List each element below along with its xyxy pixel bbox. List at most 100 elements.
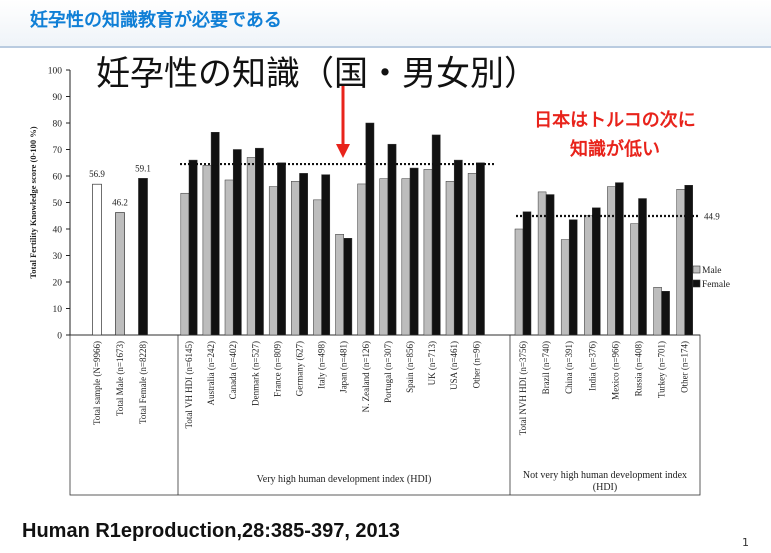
y-tick-label: 100 xyxy=(48,67,63,77)
category-label: Turkey (n=701) xyxy=(657,341,667,398)
bar-male xyxy=(246,157,256,336)
y-tick-label: 90 xyxy=(53,93,63,103)
category-label: Germany (627) xyxy=(295,341,305,396)
total-bar xyxy=(115,212,125,336)
bar-female xyxy=(684,185,693,336)
bar-male xyxy=(202,165,212,336)
bar-male xyxy=(676,189,685,336)
bar-male xyxy=(607,186,616,336)
bar-female xyxy=(431,134,441,336)
bar-male xyxy=(313,199,322,336)
group-label-very-high-hdi: Very high human development index (HDI) xyxy=(257,474,432,485)
total-bar xyxy=(138,178,148,336)
group-label-not-very-high-hdi-line1: Not very high human development index xyxy=(523,470,687,481)
bar-male xyxy=(291,181,300,336)
legend-label-female: Female xyxy=(702,280,730,290)
bar-female xyxy=(592,207,601,336)
bar-male xyxy=(224,179,234,336)
bar-male xyxy=(584,215,593,336)
category-label: Total Female (n=8228) xyxy=(138,341,148,424)
legend-swatch-female xyxy=(692,279,701,288)
total-data-label: 46.2 xyxy=(112,198,128,208)
category-label: Spain (n=856) xyxy=(405,341,415,393)
y-tick-label: 0 xyxy=(57,332,62,342)
category-label: Japan (n=481) xyxy=(339,341,349,393)
bar-female xyxy=(476,162,485,336)
bar-female xyxy=(365,122,375,336)
reference-line-label: 44.9 xyxy=(704,212,720,222)
category-label: N. Zealand (n=126) xyxy=(361,341,371,412)
bar-male xyxy=(357,183,367,336)
bar-male xyxy=(537,191,547,336)
legend-swatch-male xyxy=(692,265,701,274)
bar-female xyxy=(255,147,264,336)
bar-male xyxy=(423,169,433,336)
bar-male xyxy=(630,223,639,336)
category-label: China (n=391) xyxy=(564,341,574,394)
bar-female xyxy=(210,132,220,336)
category-label: UK (n=713) xyxy=(427,341,437,385)
bar-male xyxy=(445,181,455,336)
y-tick-label: 80 xyxy=(53,120,63,130)
bar-male xyxy=(379,178,389,336)
y-tick-label: 60 xyxy=(53,173,63,183)
annotation-line-2: 知識が低い xyxy=(570,139,660,160)
top-heading: 妊孕性の知識教育が必要である xyxy=(30,10,282,31)
category-label: Total Male (n=1673) xyxy=(115,341,125,416)
bar-female xyxy=(321,174,331,336)
category-label: Portugal (n=307) xyxy=(383,341,393,403)
total-bar xyxy=(92,183,102,336)
bar-female xyxy=(299,173,308,336)
category-label: Canada (n=402) xyxy=(228,341,238,399)
y-tick-label: 10 xyxy=(53,305,63,315)
group-label-not-very-high-hdi-line2: (HDI) xyxy=(593,482,617,493)
bar-female xyxy=(568,219,578,336)
bar-male xyxy=(514,228,524,336)
bar-male xyxy=(335,234,344,336)
bar-male xyxy=(268,186,278,336)
total-data-label: 59.1 xyxy=(135,163,151,173)
bar-female xyxy=(453,159,463,336)
y-tick-label: 70 xyxy=(53,146,63,156)
bar-male xyxy=(467,173,477,336)
category-label: Total NVH HDI (n=3756) xyxy=(518,341,528,435)
category-label: India (n=376) xyxy=(587,341,597,391)
category-label: Other (n=96) xyxy=(471,341,481,388)
bar-female xyxy=(522,211,532,336)
category-label: Italy (n=498) xyxy=(317,341,327,389)
bar-male xyxy=(401,178,411,336)
y-tick-label: 20 xyxy=(53,279,63,289)
bar-female xyxy=(188,159,198,336)
category-label: Mexico (n=966) xyxy=(610,341,620,400)
category-label: France (n=809) xyxy=(272,341,282,397)
bar-male xyxy=(560,239,570,336)
legend-label-male: Male xyxy=(702,266,722,276)
annotation-line-1: 日本はトルコの次に xyxy=(534,110,696,131)
category-label: USA (n=461) xyxy=(449,341,459,390)
y-tick-label: 50 xyxy=(53,199,63,209)
citation: Human R1eproduction,28:385-397, 2013 xyxy=(22,520,400,542)
bar-female xyxy=(638,198,647,336)
y-tick-label: 30 xyxy=(53,252,63,262)
japan-annotation: 日本はトルコの次に 知識が低い xyxy=(505,106,725,164)
category-label: Total sample (N=9966) xyxy=(92,341,102,425)
bar-female xyxy=(277,162,286,336)
bar-male xyxy=(180,192,190,336)
y-axis-title: Total Fertility Knowledge score (0-100 %… xyxy=(28,126,38,278)
bar-female xyxy=(232,149,242,336)
slide-title: 妊孕性の知識（国・男女別） xyxy=(96,54,538,94)
red-arrow-head xyxy=(336,144,350,158)
page-number: 1 xyxy=(742,536,749,549)
bar-female xyxy=(545,194,555,336)
category-label: Brazil (n=740) xyxy=(541,341,551,394)
bar-female xyxy=(615,182,624,336)
bar-female xyxy=(387,143,397,336)
bar-female xyxy=(409,167,419,336)
category-label: Denmark (n=527) xyxy=(250,341,260,406)
bar-female xyxy=(343,238,353,336)
total-data-label: 56.9 xyxy=(89,169,105,179)
category-label: Russia (n=408) xyxy=(634,341,644,396)
slide-header-band xyxy=(0,0,771,48)
category-label: Australia (n=242) xyxy=(206,341,216,405)
